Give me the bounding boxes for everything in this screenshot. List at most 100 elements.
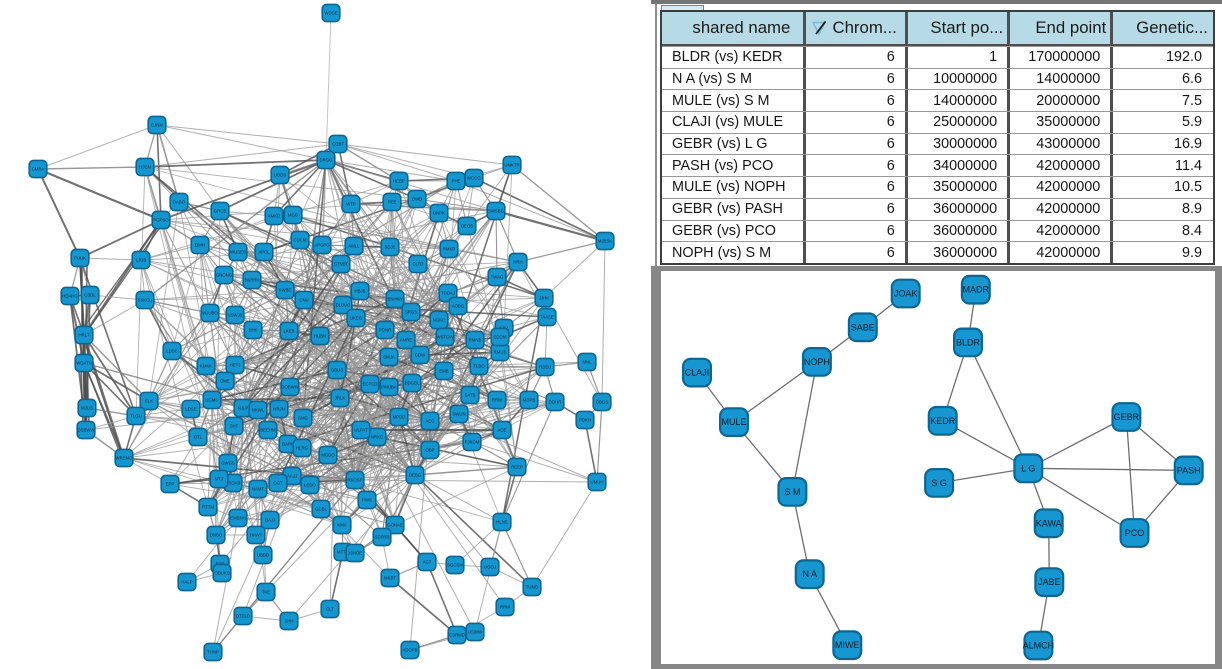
svg-text:NOPH: NOPH: [804, 357, 830, 367]
svg-text:TWAG: TWAG: [491, 275, 504, 280]
svg-text:DRGG: DRGG: [320, 158, 334, 163]
svg-text:RTTM: RTTM: [202, 505, 214, 510]
svg-text:MJUS: MJUS: [81, 406, 93, 411]
svg-text:DABO: DABO: [173, 200, 186, 205]
svg-text:LEDO: LEDO: [304, 483, 316, 488]
svg-text:NAMT: NAMT: [252, 487, 265, 492]
svg-text:WUSEB: WUSEB: [230, 250, 246, 255]
svg-text:UGMC: UGMC: [205, 398, 218, 403]
svg-text:RRW: RRW: [500, 605, 511, 610]
svg-text:LJDB: LJDB: [136, 258, 147, 263]
svg-text:HJCN: HJCN: [139, 165, 150, 170]
svg-text:PGPSO: PGPSO: [153, 218, 169, 223]
svg-text:UMKTR: UMKTR: [504, 163, 519, 168]
svg-text:AMLL: AMLL: [348, 244, 360, 249]
svg-text:MNL: MNL: [582, 360, 592, 365]
svg-text:NKWL: NKWL: [252, 408, 265, 413]
svg-text:KAWA: KAWA: [1036, 518, 1062, 528]
svg-text:SDJE: SDJE: [385, 245, 396, 250]
svg-text:PONR: PONR: [379, 328, 391, 333]
svg-text:L G: L G: [1021, 463, 1035, 473]
svg-text:OOBWW: OOBWW: [281, 385, 300, 390]
svg-text:CLTO: CLTO: [412, 262, 424, 267]
svg-text:JABE: JABE: [1038, 577, 1061, 587]
svg-text:COBT: COBT: [332, 142, 344, 147]
svg-text:OBP: OBP: [425, 448, 434, 453]
svg-text:DBGS: DBGS: [596, 400, 608, 405]
svg-text:KMA: KMA: [337, 523, 346, 528]
svg-text:DWD: DWD: [412, 197, 422, 202]
svg-text:PJKOM: PJKOM: [465, 440, 480, 445]
svg-text:ALMCH: ALMCH: [1023, 641, 1055, 651]
svg-text:DNBO: DNBO: [210, 533, 223, 538]
svg-text:SLK: SLK: [145, 399, 153, 404]
svg-text:KEDR: KEDR: [930, 416, 956, 426]
svg-text:EMB: EMB: [439, 369, 448, 374]
svg-text:GEBR: GEBR: [1114, 412, 1140, 422]
svg-text:TLBO: TLBO: [473, 364, 485, 369]
svg-text:UKEG: UKEG: [350, 316, 363, 321]
svg-text:N A: N A: [802, 569, 817, 579]
svg-text:SDPRB: SDPRB: [375, 535, 390, 540]
svg-text:LDSC: LDSC: [166, 349, 177, 354]
svg-text:EPP: EPP: [166, 482, 175, 487]
svg-text:RMKP: RMKP: [443, 247, 456, 252]
svg-text:ODUKS: ODUKS: [214, 571, 229, 576]
svg-text:UNPK: UNPK: [433, 211, 445, 216]
svg-text:THNP: THNP: [207, 650, 219, 655]
svg-text:MADR: MADR: [963, 285, 990, 295]
svg-text:DSBWW: DSBWW: [78, 428, 96, 433]
svg-text:APCL: APCL: [258, 250, 270, 255]
svg-text:UODS: UODS: [274, 173, 287, 178]
svg-text:DMH: DMH: [195, 243, 205, 248]
svg-text:HEBP: HEBP: [393, 179, 405, 184]
svg-text:BKRRK: BKRRK: [245, 278, 260, 283]
svg-text:AMKD: AMKD: [268, 214, 280, 219]
svg-text:GGT: GGT: [273, 481, 283, 486]
svg-text:USWW: USWW: [468, 630, 483, 635]
svg-text:ECTCD: ECTCD: [363, 382, 378, 387]
svg-text:HAWT: HAWT: [250, 533, 263, 538]
svg-text:SGCSM: SGCSM: [447, 563, 463, 568]
svg-text:CSRMD: CSRMD: [449, 633, 465, 638]
svg-text:SMG: SMG: [298, 416, 308, 421]
svg-text:BDGBL: BDGBL: [405, 381, 420, 386]
svg-text:HETJ: HETJ: [230, 363, 241, 368]
svg-text:DEBG: DEBG: [409, 473, 422, 478]
svg-text:AGT: AGT: [423, 560, 432, 565]
svg-text:KMKK: KMKK: [200, 364, 212, 369]
svg-text:PHE: PHE: [452, 179, 461, 184]
svg-text:JOAK: JOAK: [894, 289, 918, 299]
svg-text:WDSE: WDSE: [325, 11, 338, 16]
svg-text:OTL: OTL: [194, 435, 203, 440]
svg-text:TODAJ: TODAJ: [441, 291, 455, 296]
svg-text:TAASE: TAASE: [540, 315, 554, 320]
svg-text:ADOPB: ADOPB: [402, 648, 417, 653]
svg-text:SMJA: SMJA: [383, 355, 395, 360]
svg-text:CDW: CDW: [415, 353, 426, 358]
svg-text:AEG: AEG: [425, 419, 435, 424]
svg-text:PWS: PWS: [362, 498, 372, 503]
svg-text:GRCB: GRCB: [214, 209, 227, 214]
svg-text:ULPAT: ULPAT: [354, 428, 368, 433]
svg-text:DOHR: DOHR: [549, 400, 562, 405]
svg-text:HRJN: HRJN: [273, 407, 284, 412]
svg-text:REEP: REEP: [511, 465, 523, 470]
svg-text:DTDLD: DTDLD: [236, 614, 250, 619]
svg-text:MTTD: MTTD: [337, 550, 349, 555]
svg-text:RRW: RRW: [492, 398, 503, 403]
svg-text:MGDO: MGDO: [321, 453, 335, 458]
svg-text:TKE: TKE: [262, 590, 270, 595]
svg-text:PDKH: PDKH: [579, 418, 591, 423]
svg-text:CUCM: CUCM: [294, 238, 307, 243]
svg-text:WSTGW: WSTGW: [437, 335, 455, 340]
svg-text:MTJ: MTJ: [215, 477, 223, 482]
svg-text:OAJJ: OAJJ: [265, 518, 276, 523]
svg-text:BARK: BARK: [282, 442, 294, 447]
svg-text:MCCO: MCCO: [467, 176, 481, 181]
svg-text:BLDR: BLDR: [956, 337, 981, 347]
svg-text:TUMD: TUMD: [526, 585, 538, 590]
svg-text:USWJS: USWJS: [227, 313, 242, 318]
svg-text:MDPB: MDPB: [523, 398, 536, 403]
svg-text:AOBG: AOBG: [452, 304, 465, 309]
